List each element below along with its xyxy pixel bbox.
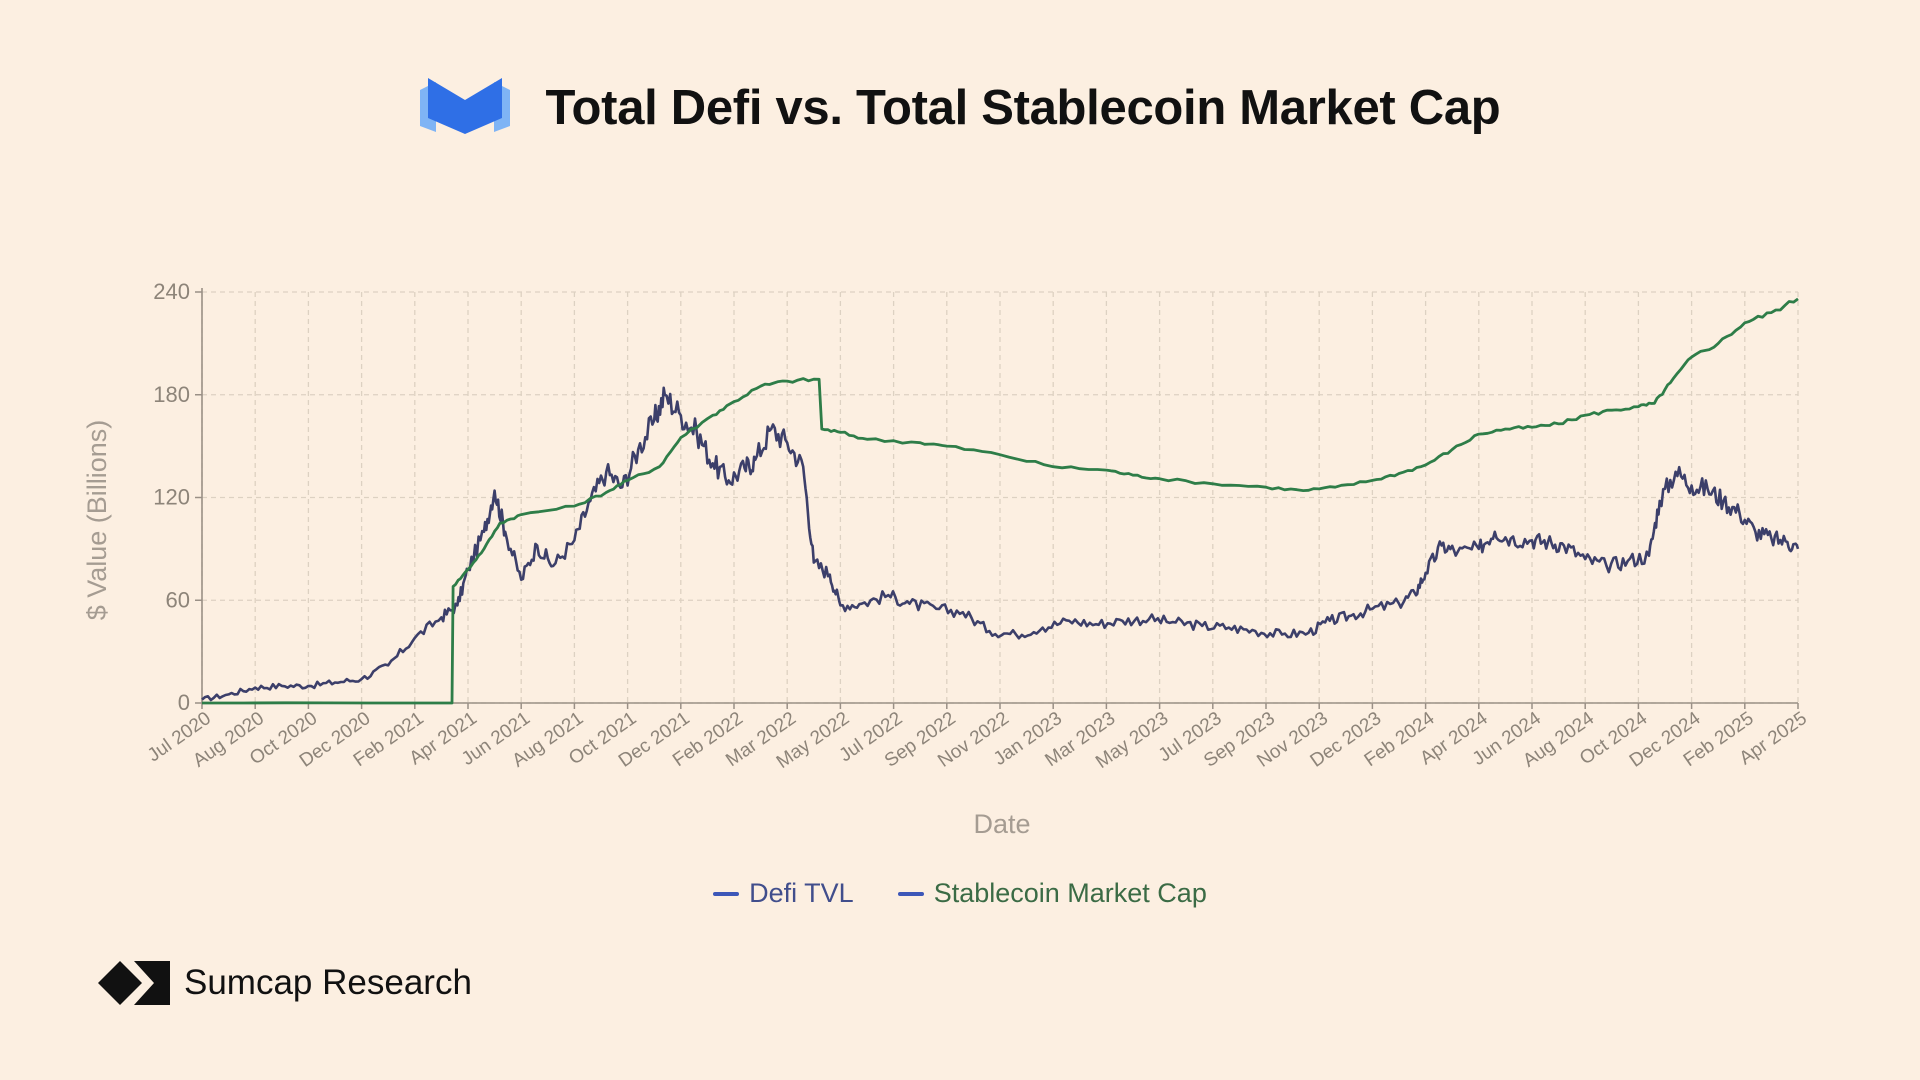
y-tick-label: 0 [178, 690, 190, 715]
y-tick-label: 120 [153, 485, 190, 510]
legend-label-defi: Defi TVL [749, 878, 854, 908]
x-axis-title: Date [973, 809, 1030, 839]
defi-tvl-line [201, 386, 1800, 702]
series-lines [201, 297, 1800, 705]
axes [195, 288, 1799, 709]
footer-brand: Sumcap Research [98, 958, 472, 1008]
legend-swatch-defi [713, 891, 740, 896]
legend-swatch-stablecoin [897, 891, 924, 896]
blue-m-logo-icon [419, 78, 510, 134]
legend-label-stablecoin: Stablecoin Market Cap [933, 878, 1207, 908]
chart-legend: Defi TVL Stablecoin Market Cap [0, 878, 1920, 909]
legend-item-defi-tvl[interactable]: Defi TVL [713, 878, 854, 909]
stablecoin-market-cap-line [202, 297, 1799, 705]
chart-header: Total Defi vs. Total Stablecoin Market C… [0, 78, 1920, 138]
y-tick-label: 240 [153, 279, 190, 304]
chart-title: Total Defi vs. Total Stablecoin Market C… [545, 81, 1501, 135]
legend-item-stablecoin[interactable]: Stablecoin Market Cap [897, 878, 1207, 909]
sumcap-diamond-logo-icon [98, 961, 170, 1005]
y-tick-label: 60 [166, 587, 190, 612]
brand-name: Sumcap Research [184, 963, 472, 1002]
grid-lines [201, 291, 1799, 704]
y-tick-label: 180 [153, 382, 190, 407]
y-axis-title: $ Value (Billions) [82, 420, 112, 621]
